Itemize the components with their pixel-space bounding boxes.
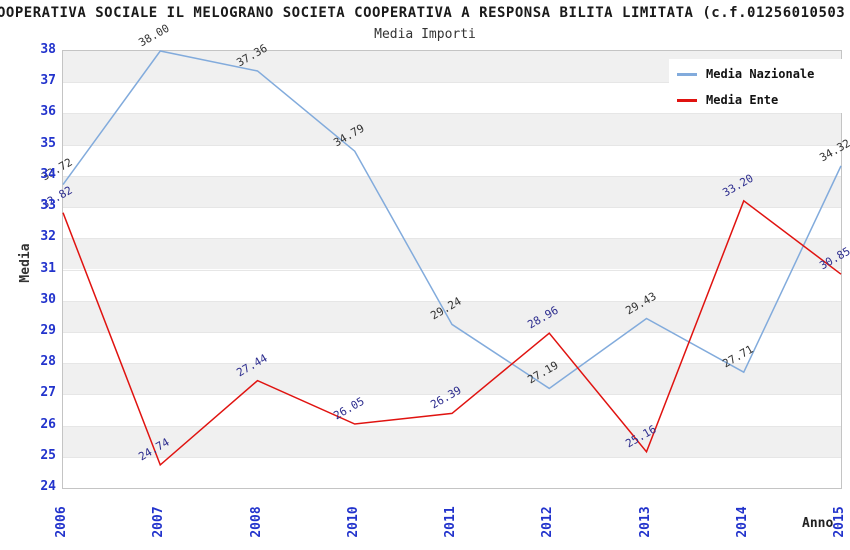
chart-title: OOPERATIVA SOCIALE IL MELOGRANO SOCIETA … xyxy=(0,5,846,21)
plot-band xyxy=(63,175,841,208)
legend-label-media-nazionale: Media Nazionale xyxy=(706,67,815,81)
y-tick-label: 33 xyxy=(40,198,56,214)
x-tick-label: 2007 xyxy=(151,506,167,538)
y-tick-label: 31 xyxy=(40,260,56,276)
x-tick-label: 2014 xyxy=(734,506,750,538)
x-tick-label: 2010 xyxy=(345,506,361,538)
y-tick-label: 36 xyxy=(40,104,56,120)
y-tick-label: 30 xyxy=(40,291,56,307)
legend-item-media-ente: Media Ente xyxy=(677,87,850,113)
plot-band xyxy=(63,300,841,332)
plot-band xyxy=(63,363,841,395)
y-tick-label: 24 xyxy=(40,479,56,494)
x-tick-label: 2006 xyxy=(54,506,69,538)
x-axis-title: Anno xyxy=(802,516,834,531)
chart-subtitle: Media Importi xyxy=(374,27,476,42)
plot-band xyxy=(63,456,841,488)
plot-band xyxy=(63,113,841,145)
y-tick-label: 35 xyxy=(40,135,56,151)
plot-band xyxy=(63,238,841,270)
y-tick-label: 32 xyxy=(40,229,56,245)
plot-band xyxy=(63,425,841,457)
legend-label-media-ente: Media Ente xyxy=(706,93,779,107)
plot-band xyxy=(63,394,841,426)
media-ente-line-swatch xyxy=(677,98,697,102)
line-series-svg xyxy=(62,50,842,467)
y-tick-label: 27 xyxy=(40,385,56,401)
plot-band xyxy=(63,331,841,364)
y-tick-label: 34 xyxy=(40,166,56,182)
x-tick-label: 2011 xyxy=(443,506,458,538)
line-media-ente xyxy=(62,199,842,467)
x-tick-label: 2008 xyxy=(248,506,264,538)
plot-band xyxy=(63,207,841,239)
x-tick-label: 2013 xyxy=(637,506,653,538)
y-axis-title: Media xyxy=(18,243,33,283)
legend: Media Nazionale Media Ente xyxy=(669,59,850,113)
media-nazionale-line-swatch xyxy=(677,72,697,76)
line-media-nazionale xyxy=(62,50,842,390)
legend-item-media-nazionale: Media Nazionale xyxy=(677,61,850,87)
y-tick-label: 26 xyxy=(40,416,56,432)
y-tick-label: 38 xyxy=(40,42,56,57)
x-tick-label: 2015 xyxy=(832,506,847,538)
x-tick-label: 2012 xyxy=(540,506,556,538)
y-tick-label: 28 xyxy=(40,354,56,370)
plot-area: 33.72 38.00 37.36 34.79 29.24 27.19 29.43 27.71… xyxy=(39,22,850,489)
plot-band xyxy=(63,144,841,176)
y-tick-label: 25 xyxy=(40,447,56,463)
y-tick-label: 37 xyxy=(40,73,56,89)
y-tick-label: 29 xyxy=(40,322,56,338)
